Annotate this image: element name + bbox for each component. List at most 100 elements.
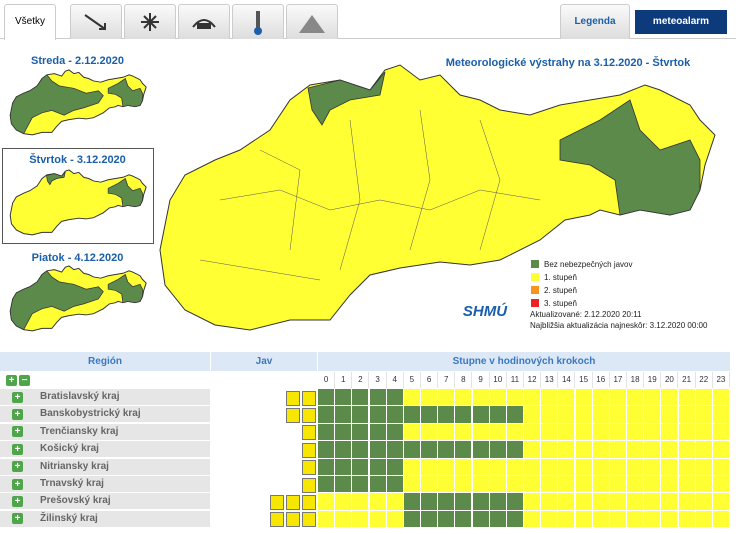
region-name[interactable]: Košický kraj [0, 441, 210, 458]
day-title[interactable]: Piatok - 4.12.2020 [31, 252, 124, 264]
level-cell [541, 493, 559, 511]
level-cell [661, 389, 679, 407]
level-cell [489, 423, 507, 442]
level-cell [661, 441, 679, 459]
expand-row[interactable]: + [12, 461, 23, 473]
expand-row[interactable]: + [12, 426, 23, 438]
mini-map[interactable] [9, 265, 147, 332]
level-cell [421, 510, 439, 529]
level-cell [575, 441, 593, 459]
level-cell [661, 423, 679, 442]
level-cell [369, 458, 387, 476]
tab-road[interactable] [178, 4, 230, 39]
hour-label: 1 [335, 372, 353, 388]
meteoalarm-logo[interactable]: meteoalarm [635, 10, 727, 34]
tab-temp[interactable] [232, 4, 284, 39]
level-cell [609, 458, 627, 476]
level-cell [472, 458, 490, 476]
hour-label: 18 [627, 372, 645, 388]
tab-wind[interactable] [70, 4, 122, 39]
level-cell [678, 406, 696, 424]
level-cell [403, 406, 421, 424]
region-name[interactable]: Prešovský kraj [0, 493, 210, 510]
mini-map[interactable] [9, 169, 147, 236]
expand-row[interactable]: + [12, 443, 23, 455]
level-cell [506, 406, 524, 424]
level-cell [455, 476, 473, 494]
legend-swatch [531, 273, 539, 281]
level-cell [352, 493, 370, 511]
day-title[interactable]: Štvrtok - 3.12.2020 [29, 154, 126, 166]
region-name[interactable]: Banskobystrický kraj [0, 406, 210, 423]
tab-legend[interactable]: Legenda [560, 4, 630, 39]
mini-map[interactable] [9, 69, 147, 136]
phenomenon-icon [302, 460, 316, 476]
tab-snow[interactable] [124, 4, 176, 39]
level-cell [386, 476, 404, 494]
level-cell [558, 458, 576, 476]
level-cell [627, 423, 645, 442]
level-cell [524, 423, 542, 442]
hour-label: 8 [455, 372, 473, 388]
expand-row[interactable]: + [12, 478, 23, 490]
hour-label: 11 [507, 372, 524, 388]
level-cell [318, 441, 336, 459]
level-cell [712, 406, 730, 424]
expand-row[interactable]: + [12, 495, 23, 507]
level-cell [318, 510, 336, 529]
level-cell [335, 389, 353, 407]
level-cell [592, 423, 610, 442]
collapse-all[interactable]: − [19, 375, 30, 386]
expand-row[interactable]: + [12, 408, 23, 420]
phenomenon-icon [302, 512, 316, 528]
expand-row[interactable]: + [12, 513, 23, 525]
level-cell [455, 441, 473, 459]
phenomenon-cell [211, 441, 317, 459]
level-cell [421, 458, 439, 476]
level-cell [369, 423, 387, 442]
legend-swatch [531, 286, 539, 294]
region-name[interactable]: Žilinský kraj [0, 510, 210, 527]
level-cell [541, 389, 559, 407]
level-cell [489, 441, 507, 459]
region-name[interactable]: Trnavský kraj [0, 476, 210, 492]
level-cell [421, 493, 439, 511]
level-cell [403, 476, 421, 494]
tab-avalanche[interactable] [286, 4, 338, 39]
level-cell [506, 441, 524, 459]
level-cell [489, 493, 507, 511]
level-cell [558, 510, 576, 529]
level-cell [575, 406, 593, 424]
level-cell [609, 406, 627, 424]
level-cell [352, 458, 370, 476]
level-cell [438, 389, 456, 407]
tab-all[interactable]: Všetky [4, 4, 56, 40]
level-cell [352, 476, 370, 494]
expand-all[interactable]: + [6, 375, 17, 386]
level-cell [506, 493, 524, 511]
hour-label: 21 [679, 372, 696, 388]
level-cell [541, 476, 559, 494]
region-name[interactable]: Bratislavský kraj [0, 389, 210, 405]
phenomenon-cell [211, 423, 317, 442]
phenomenon-icon [302, 425, 316, 441]
level-cell [558, 406, 576, 424]
header-region: Región [0, 352, 210, 371]
level-cell [644, 441, 662, 459]
level-cell [644, 389, 662, 407]
region-name[interactable]: Trenčiansky kraj [0, 423, 210, 440]
region-name[interactable]: Nitriansky kraj [0, 458, 210, 475]
level-cell [352, 423, 370, 442]
day-title[interactable]: Streda - 2.12.2020 [31, 55, 124, 67]
legend-label: 2. stupeň [544, 286, 577, 295]
level-cell [592, 493, 610, 511]
main-map[interactable] [159, 64, 716, 331]
level-cell [609, 476, 627, 494]
hour-label: 19 [644, 372, 662, 388]
level-cell [644, 406, 662, 424]
level-cell [712, 476, 730, 494]
map-title: Meteorologické výstrahy na 3.12.2020 - Š… [446, 56, 691, 69]
phenomenon-cell [211, 476, 317, 494]
expand-row[interactable]: + [12, 391, 23, 403]
hour-label: 13 [541, 372, 559, 388]
